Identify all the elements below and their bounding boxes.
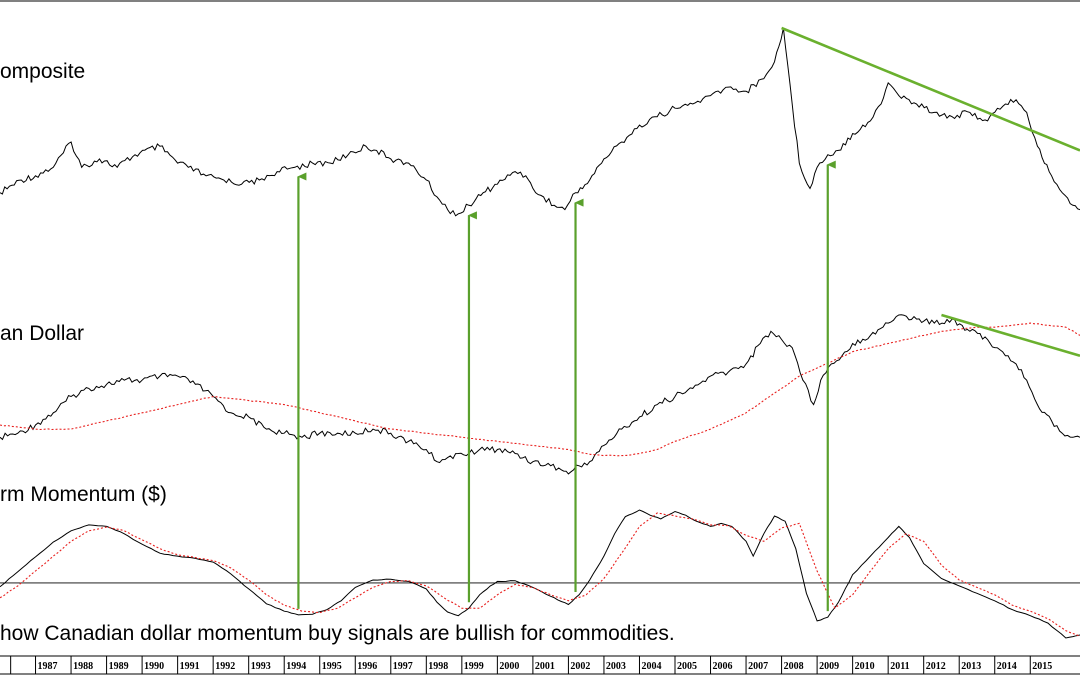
x-tick-label: 1991 [180, 661, 200, 672]
x-tick-label: 2002 [570, 661, 590, 672]
chart-caption: how Canadian dollar momentum buy signals… [0, 622, 675, 645]
x-tick-label: 2005 [677, 661, 697, 672]
x-tick-label: 1988 [73, 661, 93, 672]
dollar-series-line-2 [0, 322, 1080, 457]
x-tick-label: 2004 [642, 661, 662, 672]
x-tick-label: 2003 [606, 661, 626, 672]
x-tick-label: 1995 [322, 661, 342, 672]
dollar-panel [0, 314, 1080, 475]
momentum-panel-title: rm Momentum ($) [0, 483, 167, 506]
x-tick-label: 2006 [713, 661, 733, 672]
momentum-series-line-2 [0, 512, 1080, 637]
x-tick-label: 2012 [926, 661, 946, 672]
x-axis: 1987 1988 1989 1990 1991 1992 1993 1994 1995 1996… [0, 655, 1080, 675]
x-tick-label: 1996 [357, 661, 377, 672]
x-tick-label: 2000 [499, 661, 519, 672]
x-tick-label: 2011 [890, 661, 909, 672]
x-tick-label: 1994 [286, 661, 306, 672]
annotations-layer [297, 26, 1080, 612]
x-tick-label: 1999 [464, 661, 484, 672]
x-tick-label: 2009 [819, 661, 839, 672]
dollar-trendline [941, 313, 1080, 357]
composite-series-line-1 [0, 27, 1080, 217]
momentum-series-line-1 [0, 509, 1080, 639]
x-tick-label: 2015 [1032, 661, 1052, 672]
momentum-panel [0, 509, 1080, 639]
x-tick-label: 2014 [997, 661, 1017, 672]
x-tick-label: 1989 [109, 661, 129, 672]
x-tick-label: 1987 [38, 661, 58, 672]
composite-panel-title: omposite [0, 60, 85, 83]
x-tick-label: 1992 [215, 661, 235, 672]
dollar-panel-title: an Dollar [0, 322, 84, 345]
x-tick-label: 2008 [784, 661, 804, 672]
x-tick-label: 1998 [428, 661, 448, 672]
x-tick-label: 1990 [144, 661, 164, 672]
dollar-series-line-1 [0, 314, 1080, 475]
x-tick-label: 1993 [251, 661, 271, 672]
x-tick-label: 2007 [748, 661, 768, 672]
x-tick-label: 2001 [535, 661, 555, 672]
x-tick-label: 1997 [393, 661, 413, 672]
x-tick-label: 2010 [855, 661, 875, 672]
x-tick-label: 2013 [961, 661, 981, 672]
composite-trendline [781, 26, 1080, 152]
composite-panel [0, 27, 1080, 217]
